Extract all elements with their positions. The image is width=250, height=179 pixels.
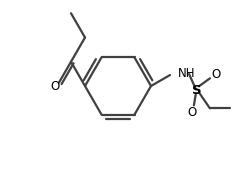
Text: O: O (211, 68, 220, 81)
Text: NH: NH (178, 67, 196, 79)
Text: O: O (50, 80, 60, 93)
Text: O: O (187, 106, 196, 119)
Text: S: S (192, 84, 202, 97)
